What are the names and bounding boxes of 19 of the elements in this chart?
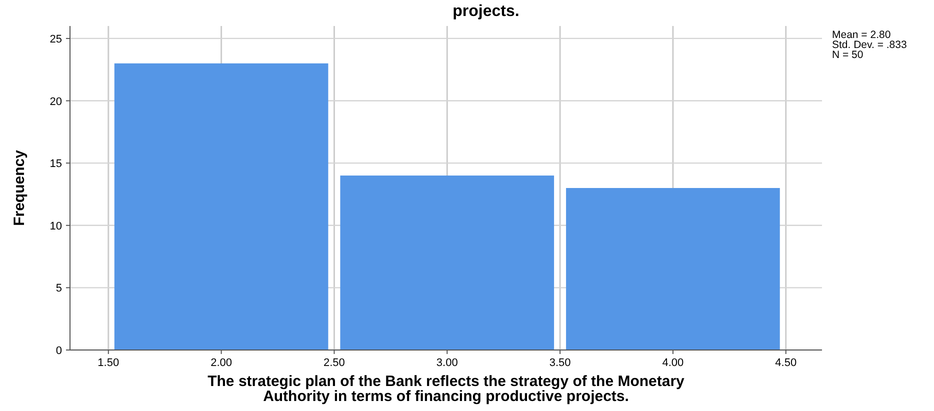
- x-tick-label: 2.50: [324, 357, 345, 369]
- text: Std. Dev. = .833: [832, 39, 907, 51]
- y-tick-label: 15: [50, 158, 62, 170]
- chart-title: projects.: [452, 3, 520, 20]
- text: N = 50: [832, 49, 864, 61]
- y-tick-label: 25: [50, 33, 62, 46]
- x-tick-label: 2.00: [210, 357, 232, 369]
- x-tick-label: 4.00: [662, 357, 684, 369]
- x-tick-label: 3.00: [436, 357, 458, 369]
- y-tick-label: 20: [50, 96, 62, 108]
- x-tick-label: 4.50: [775, 357, 797, 369]
- x-tick-label: 1.50: [98, 357, 120, 369]
- y-tick-label: 0: [56, 345, 62, 357]
- y-tick-label: 5: [56, 282, 62, 295]
- text: Mean = 2.80: [832, 29, 891, 41]
- y-axis-title: Frequency: [11, 149, 28, 226]
- x-axis-title: The strategic plan of the Bank reflects the strategy of the Monetary Authority in terms of financing productive projects.: [208, 373, 686, 405]
- y-tick-label: 10: [50, 220, 62, 232]
- x-tick-label: 3.50: [549, 357, 571, 369]
